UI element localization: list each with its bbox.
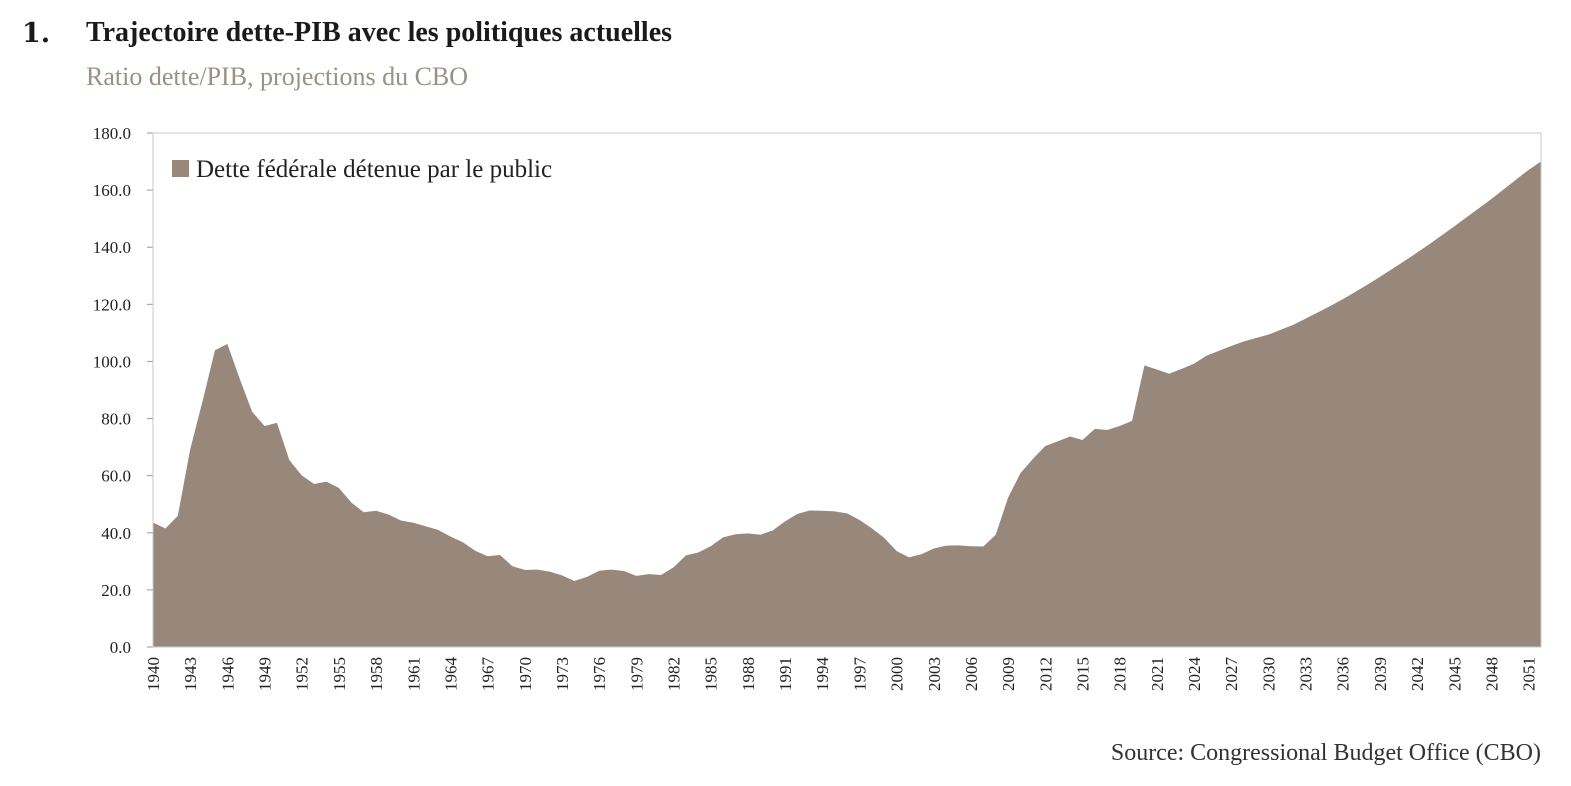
x-tick-label: 1958 <box>367 657 386 691</box>
x-tick-label: 1973 <box>553 657 572 691</box>
x-tick-label: 1985 <box>702 657 721 691</box>
x-tick-label: 1979 <box>627 657 646 691</box>
x-tick-label: 1952 <box>293 657 312 691</box>
y-tick-label: 0.0 <box>110 638 131 657</box>
x-tick-label: 1964 <box>441 657 460 692</box>
y-tick-label: 160.0 <box>93 181 131 200</box>
x-tick-label: 2051 <box>1520 657 1539 691</box>
legend: Dette fédérale détenue par le public <box>172 156 552 183</box>
x-axis: 1940 1943 1946 1949 1952 1955 1958 1961 1964 1967… <box>144 657 1539 692</box>
plot-frame <box>152 132 1542 648</box>
x-tick-label: 2027 <box>1222 657 1241 692</box>
y-tick-label: 60.0 <box>101 467 131 486</box>
x-tick-label: 1970 <box>516 657 535 691</box>
x-tick-label: 1955 <box>330 657 349 691</box>
y-tick-label: 180.0 <box>93 124 131 143</box>
section-number: 1. <box>22 18 51 49</box>
x-tick-label: 2021 <box>1148 657 1167 691</box>
x-tick-label: 2003 <box>925 657 944 691</box>
y-tick-label: 140.0 <box>93 238 131 257</box>
y-tick-label: 80.0 <box>101 410 131 429</box>
y-axis: 0.0 20.0 40.0 60.0 80.0 100.0 120.0 140.0 160.0 1… <box>93 124 153 657</box>
x-tick-label: 2036 <box>1334 657 1353 691</box>
x-tick-label: 1946 <box>218 657 237 691</box>
x-tick-label: 1994 <box>813 657 832 692</box>
chart-title: Trajectoire dette-PIB avec les politique… <box>86 17 673 48</box>
source-note: Source: Congressional Budget Office (CBO… <box>1110 740 1541 766</box>
x-tick-label: 1967 <box>479 657 498 692</box>
x-tick-label: 1961 <box>404 657 423 691</box>
y-tick-label: 40.0 <box>101 524 131 543</box>
x-tick-label: 2024 <box>1185 657 1204 692</box>
y-tick-label: 20.0 <box>101 581 131 600</box>
y-tick-label: 100.0 <box>93 352 131 371</box>
x-tick-label: 2012 <box>1036 657 1055 691</box>
series-area-dette-federale <box>153 161 1541 647</box>
x-tick-label: 2018 <box>1111 657 1130 691</box>
chart-subtitle: Ratio dette/PIB, projections du CBO <box>86 62 469 91</box>
x-tick-label: 1997 <box>850 657 869 692</box>
x-tick-label: 2045 <box>1445 657 1464 691</box>
x-tick-label: 1943 <box>181 657 200 691</box>
x-tick-label: 1949 <box>256 657 275 691</box>
x-tick-label: 1982 <box>665 657 684 691</box>
x-tick-label: 2033 <box>1297 657 1316 691</box>
x-tick-label: 2009 <box>999 657 1018 691</box>
x-tick-label: 2030 <box>1259 657 1278 691</box>
x-tick-label: 1988 <box>739 657 758 691</box>
x-tick-label: 2000 <box>888 657 907 691</box>
x-tick-label: 1991 <box>776 657 795 691</box>
x-tick-label: 2048 <box>1482 657 1501 691</box>
x-tick-label: 2042 <box>1408 657 1427 691</box>
x-tick-label: 1940 <box>144 657 163 691</box>
x-tick-label: 1976 <box>590 657 609 691</box>
x-tick-label: 2006 <box>962 657 981 691</box>
legend-label: Dette fédérale détenue par le public <box>196 156 552 183</box>
x-tick-label: 2015 <box>1073 657 1092 691</box>
plot-area <box>153 161 1541 647</box>
x-tick-label: 2039 <box>1371 657 1390 691</box>
y-tick-label: 120.0 <box>93 295 131 314</box>
legend-swatch <box>172 160 189 177</box>
